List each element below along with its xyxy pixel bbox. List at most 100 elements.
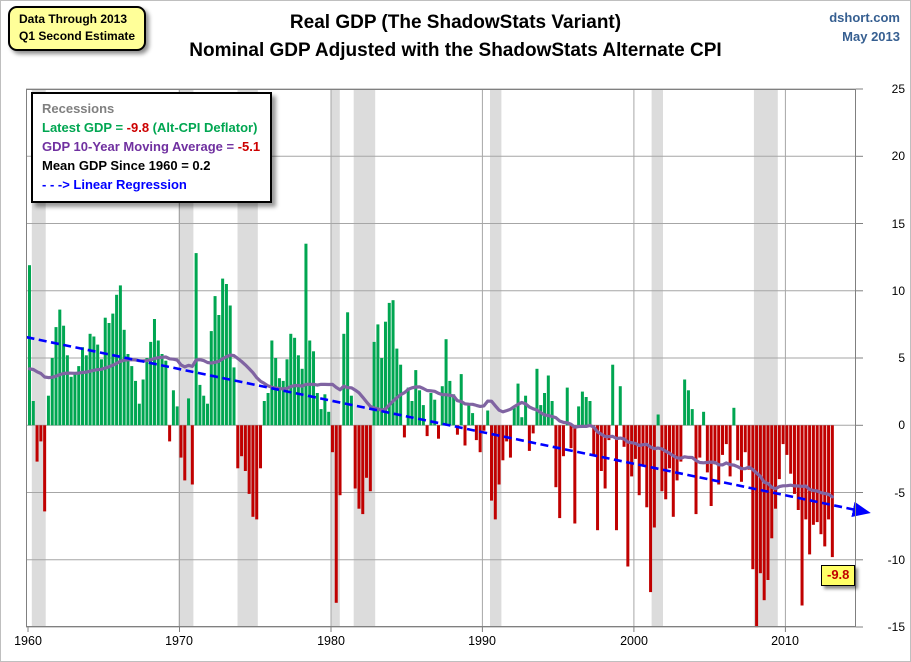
gdp-bar bbox=[251, 425, 255, 517]
gdp-bar bbox=[115, 294, 119, 426]
chart-svg bbox=[26, 88, 871, 632]
gdp-bar bbox=[459, 374, 463, 426]
gdp-bar bbox=[830, 425, 834, 558]
gdp-bar bbox=[474, 425, 478, 441]
gdp-bar bbox=[792, 425, 796, 494]
legend-mean-gdp: Mean GDP Since 1960 = 0.2 bbox=[42, 158, 211, 173]
gdp-bar bbox=[383, 321, 387, 426]
x-axis-label: 1970 bbox=[165, 634, 193, 648]
gdp-bar bbox=[183, 425, 187, 481]
gdp-bar bbox=[361, 425, 365, 515]
gdp-bar bbox=[694, 425, 698, 515]
gdp-bar bbox=[630, 425, 634, 477]
gdp-bar bbox=[588, 401, 592, 426]
gdp-bar bbox=[596, 425, 600, 531]
gdp-bar bbox=[520, 417, 524, 426]
gdp-bar bbox=[118, 285, 122, 426]
data-through-badge: Data Through 2013 Q1 Second Estimate bbox=[8, 6, 147, 51]
gdp-bar bbox=[99, 359, 103, 426]
gdp-bar bbox=[607, 425, 611, 441]
gdp-bar bbox=[88, 333, 92, 426]
gdp-bar bbox=[103, 317, 107, 426]
gdp-bar bbox=[73, 372, 77, 426]
gdp-bar bbox=[531, 425, 535, 434]
gdp-bar bbox=[656, 414, 660, 426]
gdp-bar bbox=[39, 425, 43, 442]
gdp-bar bbox=[304, 243, 308, 426]
gdp-bar bbox=[421, 405, 425, 426]
gdp-bar bbox=[781, 425, 785, 445]
gdp-bar bbox=[293, 337, 297, 426]
legend-latest-gdp: Latest GDP = -9.8 (Alt-CPI Deflator) bbox=[42, 118, 260, 137]
gdp-bar bbox=[255, 425, 259, 520]
gdp-bar bbox=[357, 425, 361, 509]
gdp-bar bbox=[274, 358, 278, 426]
gdp-bar bbox=[770, 425, 774, 539]
gdp-bar bbox=[675, 425, 679, 481]
gdp-bar bbox=[395, 348, 399, 426]
gdp-bar bbox=[482, 425, 486, 431]
gdp-bar bbox=[209, 331, 213, 426]
gdp-bar bbox=[156, 340, 160, 426]
gdp-bar bbox=[686, 390, 690, 426]
gdp-bar bbox=[270, 340, 274, 426]
gdp-bar bbox=[217, 315, 221, 426]
y-axis-label: -10 bbox=[887, 553, 905, 567]
gdp-bar bbox=[81, 347, 85, 426]
gdp-bar bbox=[580, 391, 584, 426]
gdp-bar bbox=[334, 425, 338, 603]
gdp-bar bbox=[660, 425, 664, 492]
gdp-bar bbox=[592, 425, 596, 455]
gdp-bar bbox=[524, 395, 528, 426]
gdp-bar bbox=[77, 366, 81, 426]
gdp-bar bbox=[365, 425, 369, 478]
x-axis-label: 1990 bbox=[468, 634, 496, 648]
gdp-bar bbox=[65, 355, 69, 426]
gdp-bar bbox=[141, 379, 145, 426]
gdp-bar bbox=[614, 425, 618, 531]
source-attribution: dshort.com May 2013 bbox=[829, 8, 900, 46]
gdp-bar bbox=[668, 425, 671, 469]
gdp-bar bbox=[705, 425, 709, 473]
chart-title-line-1: Real GDP (The ShadowStats Variant) bbox=[289, 12, 622, 33]
gdp-bar bbox=[126, 354, 130, 426]
gdp-bar bbox=[758, 425, 762, 574]
gdp-bar bbox=[645, 425, 649, 508]
latest-value-callout-label: -9.8 bbox=[827, 567, 850, 582]
gdp-bar bbox=[277, 378, 281, 426]
gdp-bar bbox=[755, 425, 759, 628]
y-axis-label: 0 bbox=[898, 418, 905, 432]
gdp-bar bbox=[777, 425, 781, 480]
gdp-bar bbox=[236, 425, 240, 469]
legend-latest-prefix: Latest GDP = bbox=[42, 120, 127, 135]
gdp-bar bbox=[152, 319, 156, 426]
gdp-bar bbox=[240, 425, 244, 457]
gdp-bar bbox=[194, 253, 198, 426]
gdp-bar bbox=[497, 425, 501, 485]
gdp-bar bbox=[414, 370, 418, 426]
gdp-bar bbox=[46, 395, 50, 426]
gdp-bar bbox=[573, 425, 577, 524]
gdp-bar bbox=[743, 425, 747, 453]
gdp-bar bbox=[527, 425, 531, 451]
gdp-bar bbox=[433, 399, 437, 426]
gdp-bar bbox=[618, 386, 622, 426]
gdp-bar bbox=[50, 358, 54, 426]
source-date: May 2013 bbox=[842, 29, 900, 44]
gdp-bar bbox=[622, 425, 626, 447]
gdp-bar bbox=[232, 367, 236, 426]
gdp-bar bbox=[724, 425, 728, 445]
gdp-bar bbox=[338, 425, 342, 496]
gdp-bar bbox=[683, 379, 687, 426]
gdp-bar bbox=[179, 425, 183, 458]
gdp-bar bbox=[815, 425, 819, 523]
gdp-bar bbox=[243, 425, 247, 471]
gdp-bar bbox=[728, 425, 732, 477]
gdp-bar bbox=[262, 401, 266, 426]
gdp-bar bbox=[281, 380, 285, 426]
gdp-bar bbox=[205, 403, 209, 426]
y-axis-label: -15 bbox=[887, 620, 905, 634]
gdp-bar bbox=[717, 425, 721, 485]
gdp-bar bbox=[380, 358, 384, 426]
x-axis-label: 1980 bbox=[317, 634, 345, 648]
